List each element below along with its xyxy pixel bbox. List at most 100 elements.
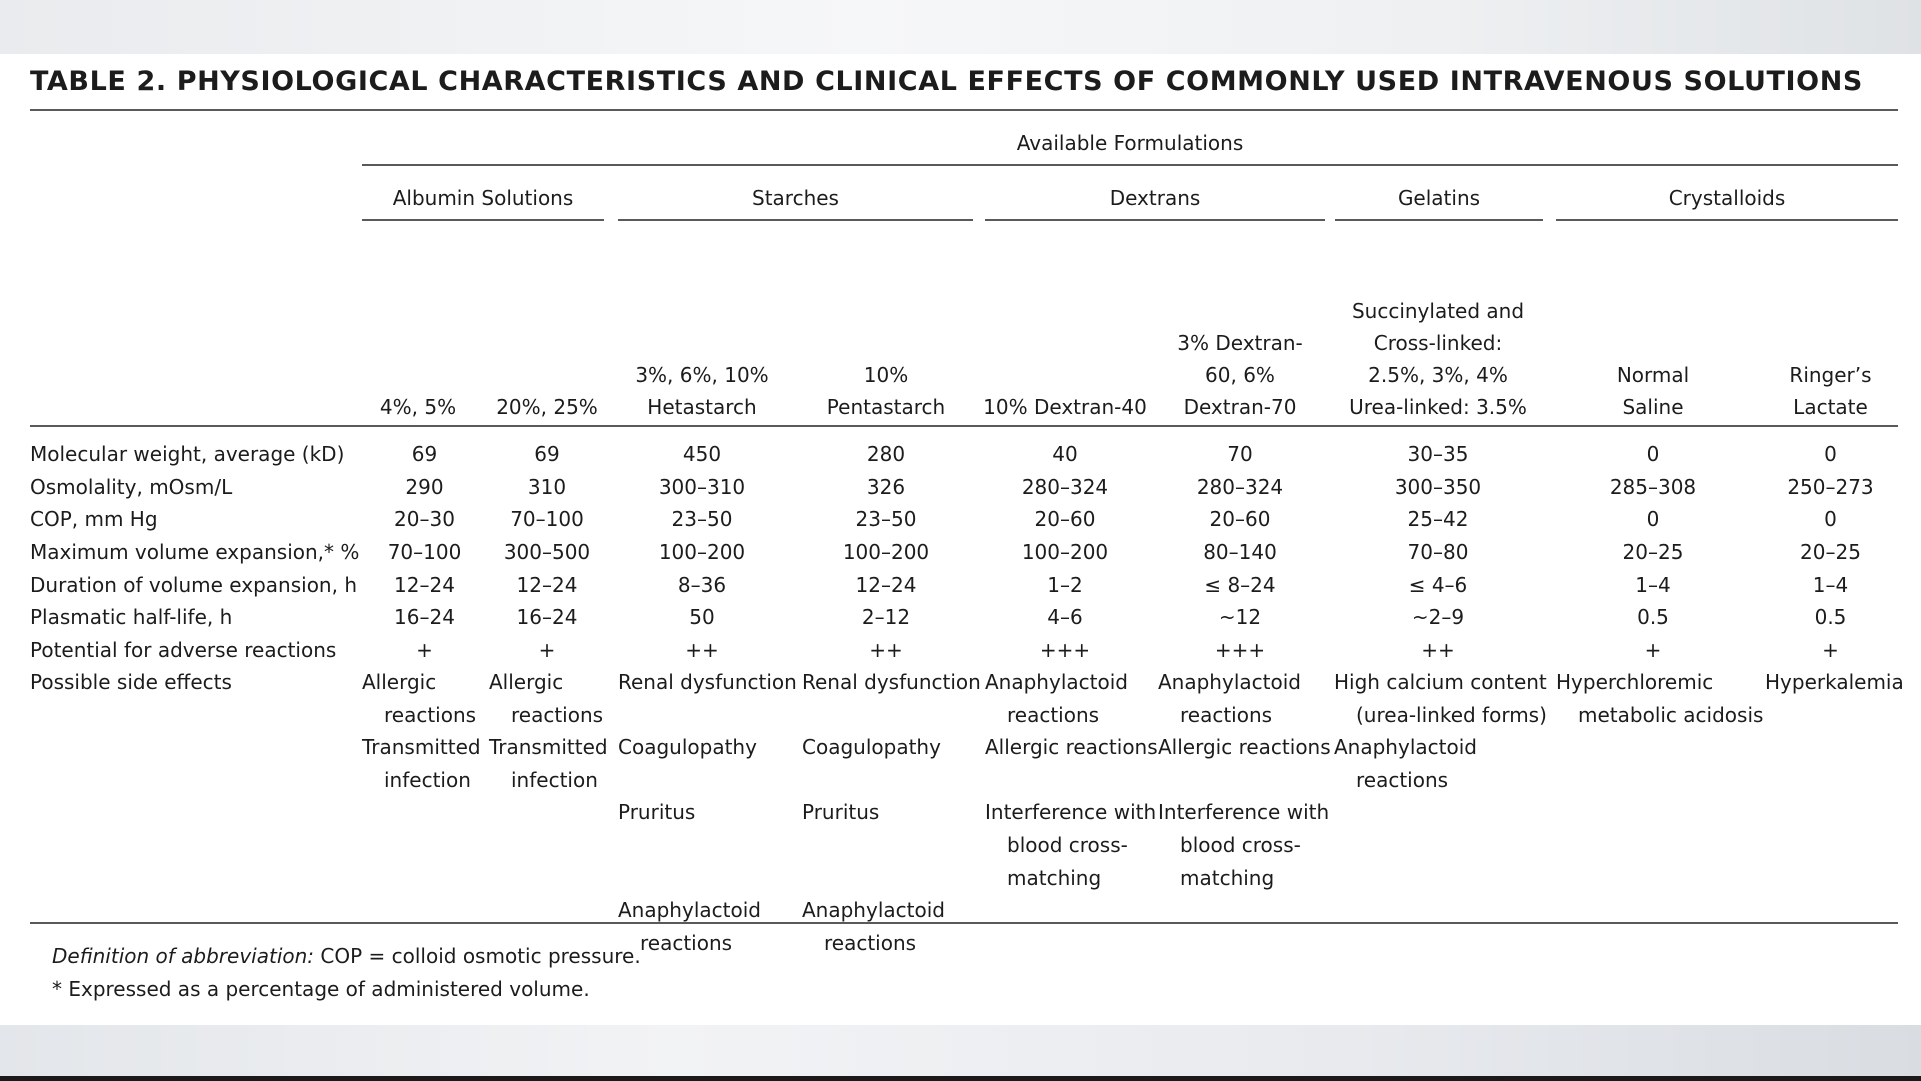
row-label: Osmolality, mOsm/L — [30, 475, 233, 499]
table-cell: 2–12 — [861, 605, 911, 629]
table-cell: 285–308 — [1609, 475, 1697, 499]
table-cell: 0 — [1824, 442, 1837, 466]
group-header-albumin: Albumin Solutions — [392, 186, 574, 210]
table-cell: 30–35 — [1407, 442, 1469, 466]
side-effects-cell: Hyperkalemia — [1765, 670, 1904, 694]
group-header-dextrans: Dextrans — [1109, 186, 1201, 210]
bottom-edge-bar — [0, 1076, 1921, 1081]
table-cell: 100–200 — [842, 540, 930, 564]
side-effects-cell: Anaphylactoid reactions Allergic reactio… — [985, 670, 1158, 890]
side-effects-cell: Hyperchloremic metabolic acidosis — [1556, 670, 1764, 727]
table-cell: ~2–9 — [1411, 605, 1465, 629]
group-rule-dextrans — [985, 219, 1325, 221]
table-cell: 1–4 — [1812, 573, 1849, 597]
table-cell: ++ — [1421, 638, 1455, 662]
table-cell: + — [538, 638, 556, 662]
table-cell: 16–24 — [394, 605, 455, 629]
table-cell: 16–24 — [516, 605, 578, 629]
table-cell: 23–50 — [671, 507, 733, 531]
footnote-asterisk: * Expressed as a percentage of administe… — [52, 977, 590, 1001]
column-header: 10% Pentastarch — [826, 363, 946, 419]
table-cell: 50 — [689, 605, 715, 629]
table-cell: ++ — [685, 638, 719, 662]
footnote-definition: Definition of abbreviation: COP = colloi… — [52, 940, 641, 972]
table-cell: +++ — [1214, 638, 1266, 662]
column-header: Ringer’s Lactate — [1789, 363, 1872, 419]
side-effects-cell: Anaphylactoid reactions Allergic reactio… — [1158, 670, 1331, 890]
table-cell: 20–25 — [1622, 540, 1684, 564]
table-cell: ~12 — [1218, 605, 1262, 629]
table-cell: 450 — [682, 442, 722, 466]
table-cell: 8–36 — [677, 573, 727, 597]
table-cell: + — [1822, 638, 1839, 662]
table-cell: +++ — [1039, 638, 1091, 662]
table-cell: 23–50 — [855, 507, 917, 531]
background-top-strip — [0, 0, 1921, 54]
group-rule-gelatins — [1335, 219, 1543, 221]
column-header: 4%, 5% — [379, 395, 457, 419]
table-cell: 20–30 — [394, 507, 455, 531]
table-cell: 20–60 — [1034, 507, 1096, 531]
table-cell: 12–24 — [855, 573, 917, 597]
group-rule-starches — [618, 219, 973, 221]
table-cell: ≤ 4–6 — [1408, 573, 1468, 597]
group-header-starches: Starches — [752, 186, 839, 210]
row-label: Maximum volume expansion,* % — [30, 540, 360, 564]
group-rule-crystalloids — [1556, 219, 1898, 221]
table-cell: 0.5 — [1637, 605, 1669, 629]
table-cell: 280–324 — [1021, 475, 1109, 499]
table-cell: 300–350 — [1394, 475, 1482, 499]
footnote-definition-text: COP = colloid osmotic pressure. — [314, 944, 641, 968]
group-header-gelatins: Gelatins — [1397, 186, 1481, 210]
row-label: Molecular weight, average (kD) — [30, 442, 345, 466]
table-cell: 70–100 — [387, 540, 462, 564]
table-cell: 1–2 — [1047, 573, 1083, 597]
table-cell: 20–25 — [1800, 540, 1861, 564]
table-cell: 326 — [866, 475, 906, 499]
table-card: TABLE 2. PHYSIOLOGICAL CHARACTERISTICS A… — [0, 54, 1921, 1025]
table-cell: + — [1644, 638, 1662, 662]
table-cell: 0 — [1824, 507, 1837, 531]
table-cell: 20–60 — [1209, 507, 1271, 531]
background-bottom-strip — [0, 1025, 1921, 1081]
table-cell: 100–200 — [1021, 540, 1109, 564]
side-effects-cell: Allergic reactions Transmitted infection — [489, 670, 608, 792]
table-cell: 280 — [866, 442, 906, 466]
super-header-rule — [362, 164, 1898, 166]
table-cell: 12–24 — [394, 573, 455, 597]
row-label: COP, mm Hg — [30, 507, 158, 531]
side-effects-cell: Renal dysfunction Coagulopathy Pruritus … — [802, 670, 981, 955]
table-cell: ++ — [869, 638, 903, 662]
header-bottom-rule — [30, 425, 1898, 427]
row-label: Plasmatic half-life, h — [30, 605, 233, 629]
table-cell: 250–273 — [1787, 475, 1874, 499]
table-cell: ≤ 8–24 — [1204, 573, 1276, 597]
table-cell: 70–100 — [510, 507, 584, 531]
table-bottom-rule — [30, 922, 1898, 924]
table-cell: 310 — [527, 475, 567, 499]
table-cell: 80–140 — [1203, 540, 1277, 564]
row-label: Duration of volume expansion, h — [30, 573, 358, 597]
column-header: 10% Dextran-40 — [983, 395, 1147, 419]
column-header: 3%, 6%, 10% Hetastarch — [635, 363, 769, 419]
table-cell: 300–500 — [503, 540, 591, 564]
table-cell: 280–324 — [1196, 475, 1284, 499]
row-label: Potential for adverse reactions — [30, 638, 337, 662]
side-effects-cell: High calcium content (urea-linked forms)… — [1334, 670, 1547, 792]
table-cell: 300–310 — [658, 475, 746, 499]
table-cell: 69 — [411, 442, 438, 466]
table-cell: 0 — [1646, 442, 1660, 466]
table-cell: 25–42 — [1407, 507, 1469, 531]
table-cell: + — [416, 638, 433, 662]
table-cell: 0 — [1646, 507, 1660, 531]
column-header: Succinylated and Cross-linked: 2.5%, 3%, 4… — [1349, 299, 1527, 419]
title-rule — [30, 109, 1898, 111]
side-effects-cell: Allergic reactions Transmitted infection — [362, 670, 481, 792]
table-cell: 100–200 — [658, 540, 746, 564]
table-cell: 1–4 — [1635, 573, 1671, 597]
table-cell: 4–6 — [1047, 605, 1083, 629]
table-title: TABLE 2. PHYSIOLOGICAL CHARACTERISTICS A… — [30, 66, 1863, 97]
table-cell: 0.5 — [1814, 605, 1847, 629]
row-label: Possible side effects — [30, 670, 232, 694]
table-cell: 70–80 — [1407, 540, 1469, 564]
